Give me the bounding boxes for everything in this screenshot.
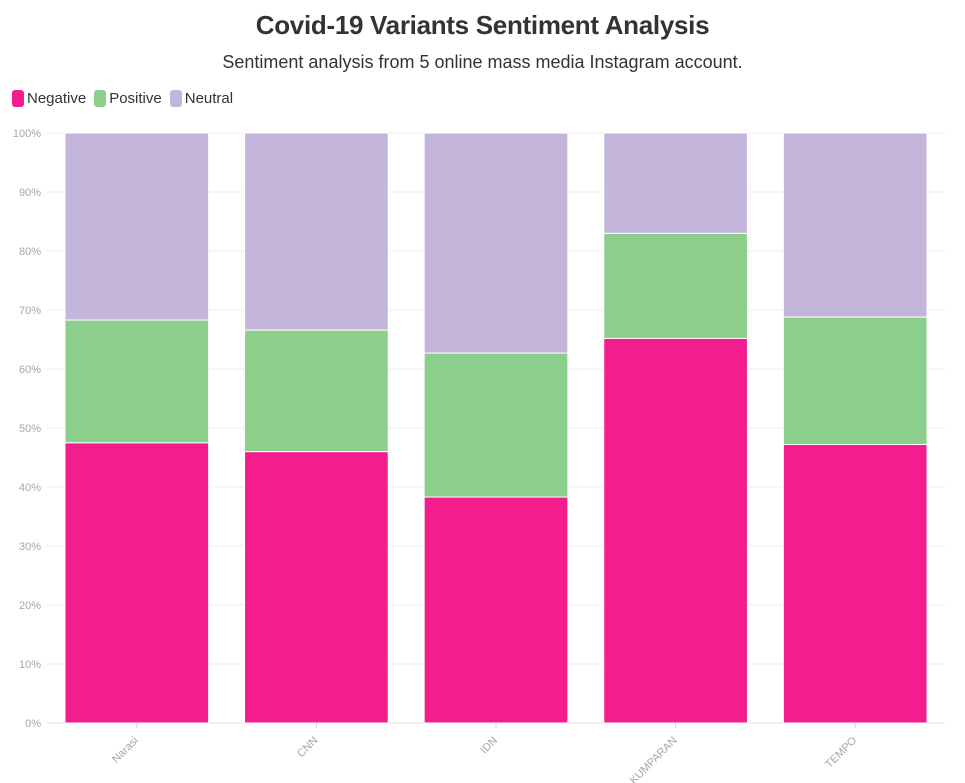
legend-item-negative[interactable]: Negative — [12, 90, 86, 107]
x-tick-label: Narasi — [110, 735, 141, 766]
y-tick-label: 0% — [25, 718, 41, 730]
bar-negative-narasi — [64, 442, 210, 724]
y-tick-label: 90% — [19, 187, 41, 199]
bar-neutral-tempo — [782, 132, 928, 318]
bar-positive-kumparan — [603, 232, 748, 339]
legend-swatch-neutral — [169, 90, 182, 107]
legend-swatch-positive — [94, 90, 107, 107]
bar-neutral-kumparan — [603, 132, 748, 234]
bar-neutral-cnn — [244, 132, 389, 331]
bar-positive-cnn — [244, 329, 389, 453]
bar-positive-idn — [423, 352, 569, 498]
x-tick-label: TEMPO — [823, 734, 859, 770]
y-tick-label: 30% — [19, 541, 41, 553]
bar-negative-idn — [423, 496, 569, 724]
x-tick-label: KUMPARAN — [628, 735, 680, 783]
y-tick-label: 80% — [19, 246, 41, 258]
y-tick-label: 20% — [19, 600, 41, 612]
legend-label-neutral: Neutral — [184, 90, 234, 107]
chart-subtitle: Sentiment analysis from 5 online mass me… — [222, 52, 743, 72]
legend-item-positive[interactable]: Positive — [94, 90, 162, 107]
bar-positive-narasi — [64, 319, 210, 444]
bar-neutral-idn — [423, 132, 569, 354]
bar-negative-kumparan — [603, 337, 748, 724]
y-tick-label: 40% — [19, 482, 41, 494]
chart-title: Covid-19 Variants Sentiment Analysis — [255, 10, 710, 40]
bar-negative-tempo — [782, 444, 928, 724]
x-tick-label: CNN — [295, 735, 320, 760]
y-tick-label: 50% — [19, 423, 41, 435]
bar-neutral-narasi — [64, 132, 210, 321]
legend-swatch-negative — [12, 90, 24, 107]
y-tick-label: 70% — [19, 305, 41, 317]
bar-positive-tempo — [782, 316, 928, 446]
y-tick-label: 10% — [19, 659, 41, 671]
legend-label-positive: Positive — [109, 90, 162, 107]
legend: Negative Positive Neutral — [12, 90, 241, 107]
y-tick-label: 100% — [13, 128, 41, 140]
legend-item-neutral[interactable]: Neutral — [169, 90, 234, 107]
x-tick-label: IDN — [478, 735, 500, 757]
bar-negative-cnn — [244, 451, 389, 724]
y-tick-label: 60% — [19, 364, 41, 376]
legend-label-negative: Negative — [27, 90, 87, 107]
